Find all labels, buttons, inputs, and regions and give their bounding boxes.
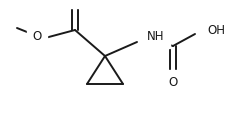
Text: O: O <box>168 76 177 88</box>
Text: NH: NH <box>146 30 164 42</box>
Text: O: O <box>70 0 79 2</box>
Text: OH: OH <box>206 23 224 36</box>
Text: O: O <box>32 30 41 42</box>
